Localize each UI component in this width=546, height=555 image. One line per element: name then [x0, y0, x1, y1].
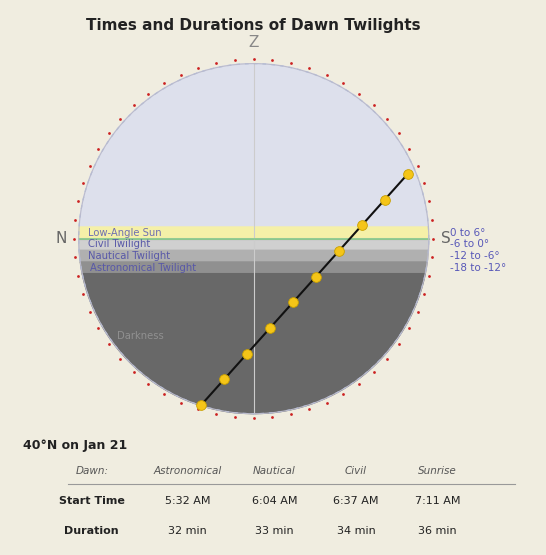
Polygon shape	[82, 274, 425, 413]
Polygon shape	[79, 239, 429, 250]
Text: Civil Twilight: Civil Twilight	[87, 240, 150, 250]
Text: Dawn:: Dawn:	[75, 466, 108, 476]
Text: 6:04 AM: 6:04 AM	[252, 496, 297, 506]
Text: 6:37 AM: 6:37 AM	[333, 496, 379, 506]
Text: 36 min: 36 min	[418, 526, 457, 536]
Text: 34 min: 34 min	[337, 526, 375, 536]
Text: 5:32 AM: 5:32 AM	[165, 496, 211, 506]
Text: Times and Durations of Dawn Twilights: Times and Durations of Dawn Twilights	[86, 18, 421, 33]
Text: -18 to -12°: -18 to -12°	[450, 263, 506, 273]
Polygon shape	[80, 262, 427, 274]
Text: Nautical Twilight: Nautical Twilight	[88, 251, 170, 261]
Text: 32 min: 32 min	[169, 526, 207, 536]
Text: Duration: Duration	[64, 526, 119, 536]
Text: N: N	[55, 231, 67, 246]
Text: Darkness: Darkness	[117, 331, 164, 341]
Text: Start Time: Start Time	[59, 496, 124, 506]
Text: Sunrise: Sunrise	[418, 466, 457, 476]
Text: 33 min: 33 min	[255, 526, 294, 536]
Polygon shape	[79, 250, 429, 262]
Text: Low-Angle Sun: Low-Angle Sun	[87, 228, 161, 238]
Text: -6 to 0°: -6 to 0°	[450, 240, 489, 250]
Text: S: S	[441, 231, 451, 246]
Polygon shape	[79, 227, 429, 239]
Text: Z: Z	[248, 34, 259, 49]
Text: Civil: Civil	[345, 466, 367, 476]
Text: 0 to 6°: 0 to 6°	[450, 228, 485, 238]
Text: 7:11 AM: 7:11 AM	[415, 496, 460, 506]
Text: Astronomical Twilight: Astronomical Twilight	[90, 263, 196, 273]
Text: -12 to -6°: -12 to -6°	[450, 251, 500, 261]
Polygon shape	[79, 64, 429, 227]
Text: 40°N on Jan 21: 40°N on Jan 21	[23, 439, 127, 452]
Text: Nautical: Nautical	[253, 466, 296, 476]
Text: Astronomical: Astronomical	[154, 466, 222, 476]
